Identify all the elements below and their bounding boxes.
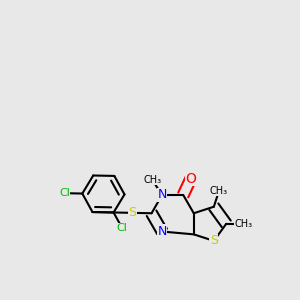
Text: CH₃: CH₃ [210,186,228,196]
Text: O: O [185,172,196,186]
Text: Cl: Cl [117,223,128,233]
Text: CH₃: CH₃ [234,219,252,229]
Text: S: S [129,206,136,219]
Text: CH₃: CH₃ [143,175,161,185]
Text: Cl: Cl [59,188,70,198]
Text: N: N [158,225,167,238]
Text: N: N [158,188,167,202]
Text: S: S [210,234,218,248]
